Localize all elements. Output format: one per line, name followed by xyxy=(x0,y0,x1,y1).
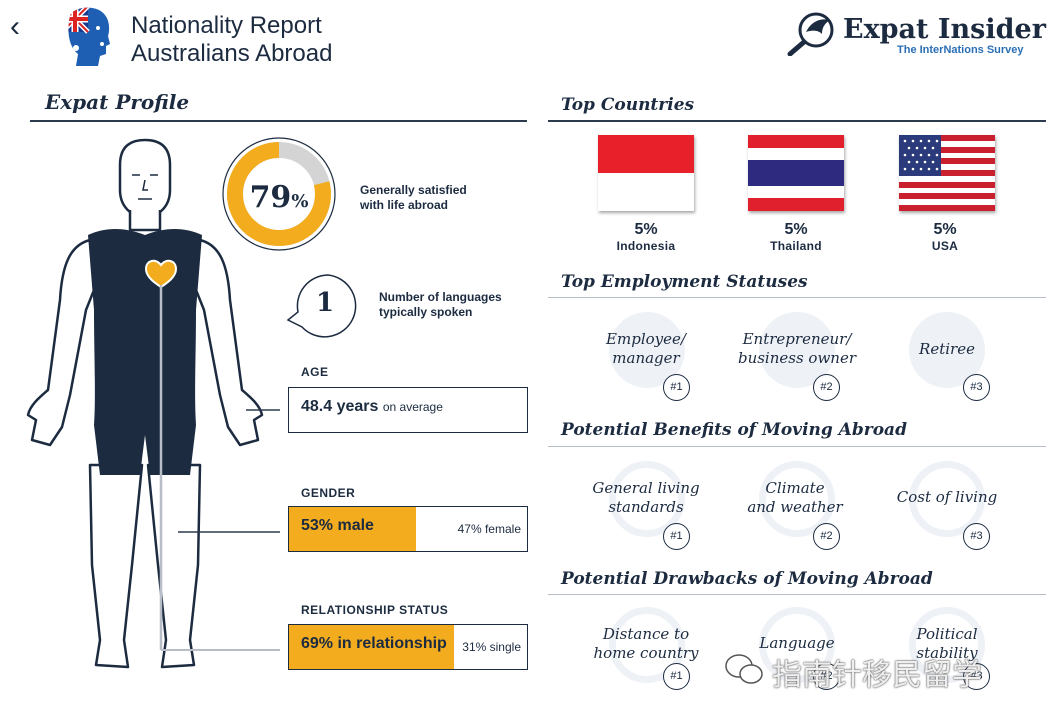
satisfaction-value: 79% xyxy=(246,180,312,215)
drawbacks-heading: Potential Drawbacks of Moving Abroad xyxy=(561,569,933,589)
relationship-main: 69% in relationship xyxy=(301,635,447,652)
benefits-item-2-line2: and weather xyxy=(747,498,843,516)
gender-bar: 53% male 47% female xyxy=(288,506,528,552)
drawbacks-ring-2 xyxy=(759,607,835,683)
satisfaction-donut-chart xyxy=(222,137,336,251)
australia-head-logo-icon xyxy=(68,7,111,66)
employment-heading: Top Employment Statuses xyxy=(561,272,808,292)
country-name-3: USA xyxy=(931,239,959,253)
employment-item-2-line1: Entrepreneur/ xyxy=(742,330,852,348)
drawbacks-item-3: Political stability xyxy=(857,625,1037,663)
drawbacks-item-2-line1: Language xyxy=(759,634,835,652)
gender-main: 53% male xyxy=(301,517,374,534)
relationship-bar-fill xyxy=(289,625,454,669)
benefits-item-1: General living standards xyxy=(556,479,736,517)
employment-rank-3: #3 xyxy=(963,374,990,401)
gender-bar-fill xyxy=(289,507,416,551)
report-title-line1: Nationality Report xyxy=(131,12,322,39)
benefits-ring-2 xyxy=(759,461,835,537)
benefits-rule xyxy=(548,446,1046,447)
employment-rule xyxy=(548,297,1046,298)
languages-caption-line2: typically spoken xyxy=(379,305,473,319)
country-name-1: Indonesia xyxy=(616,239,676,253)
satisfaction-caption-line1: Generally satisfied xyxy=(360,183,467,197)
age-value-wrap: 48.4 years on average xyxy=(301,398,443,416)
languages-value: 1 xyxy=(316,288,335,318)
benefits-item-1-line1: General living xyxy=(592,479,700,497)
flag-usa-icon xyxy=(899,135,995,211)
benefits-item-3: Cost of living xyxy=(857,488,1037,507)
age-box: 48.4 years on average xyxy=(288,387,528,433)
employment-rank-1: #1 xyxy=(663,374,690,401)
body-figure-icon xyxy=(26,138,280,669)
speech-bubble-icon xyxy=(286,274,357,338)
employment-item-2-line2: business owner xyxy=(737,349,857,367)
benefits-item-1-line2: standards xyxy=(608,498,684,516)
age-value: 48.4 years xyxy=(301,398,379,415)
benefits-item-2-line1: Climate xyxy=(765,479,825,497)
top-countries-rule xyxy=(548,120,1046,122)
drawbacks-item-1-line1: Distance to xyxy=(602,625,690,643)
drawbacks-item-2: Language xyxy=(707,634,887,653)
drawbacks-ring-1 xyxy=(609,607,685,683)
benefits-ring-1 xyxy=(609,461,685,537)
relationship-label: RELATIONSHIP STATUS xyxy=(301,603,449,617)
languages-caption-line1: Number of languages xyxy=(379,290,502,304)
drawbacks-item-3-line1: Political xyxy=(916,625,978,643)
drawbacks-item-1-line2: home country xyxy=(593,644,699,662)
brand-name: Expat Insider xyxy=(843,14,1046,45)
benefits-item-3-line1: Cost of living xyxy=(896,488,998,506)
drawbacks-ring-3 xyxy=(909,607,985,683)
benefits-heading: Potential Benefits of Moving Abroad xyxy=(561,420,907,440)
expat-profile-heading: Expat Profile xyxy=(45,90,190,114)
brand-subtitle: The InterNations Survey xyxy=(897,44,1024,56)
donut-outline xyxy=(222,137,336,251)
flag-thailand-icon xyxy=(748,135,844,211)
wechat-icon xyxy=(725,654,763,684)
employment-rank-2: #2 xyxy=(813,374,840,401)
drawbacks-rank-3: #3 xyxy=(963,663,990,690)
country-name-2: Thailand xyxy=(770,239,822,253)
relationship-bar: 69% in relationship 31% single xyxy=(288,624,528,670)
profile-heading-rule xyxy=(30,120,527,122)
satisfaction-caption: Generally satisfied with life abroad xyxy=(360,183,467,213)
flag-indonesia-icon xyxy=(598,135,694,211)
employment-item-1-line2: manager xyxy=(612,349,680,367)
employment-item-1: Employee/manager xyxy=(556,330,736,368)
employment-item-3-line1: Retiree xyxy=(919,340,975,358)
languages-caption: Number of languages typically spoken xyxy=(379,290,502,320)
gender-rest: 47% female xyxy=(457,522,521,536)
watermark-text: 指南针移民留学 xyxy=(772,658,982,693)
benefits-item-2: Climate and weather xyxy=(705,479,885,517)
age-suffix: on average xyxy=(382,400,443,414)
benefits-rank-1: #1 xyxy=(663,523,690,550)
country-pct-3: 5% xyxy=(933,221,957,238)
country-pct-1: 5% xyxy=(634,221,658,238)
magnifier-bird-logo-icon xyxy=(787,12,834,56)
drawbacks-rank-1: #1 xyxy=(663,663,690,690)
drawbacks-item-3-line2: stability xyxy=(916,644,978,662)
drawbacks-rank-2: #2 xyxy=(813,663,840,690)
country-pct-2: 5% xyxy=(784,221,808,238)
gender-label: GENDER xyxy=(301,486,356,500)
benefits-rank-2: #2 xyxy=(813,523,840,550)
donut-value-arc xyxy=(227,142,331,246)
satisfaction-unit: % xyxy=(291,191,309,212)
top-countries-heading: Top Countries xyxy=(561,95,695,115)
employment-item-3: Retiree xyxy=(857,340,1037,359)
age-label: AGE xyxy=(301,365,329,379)
drawbacks-item-1: Distance to home country xyxy=(556,625,736,663)
benefits-rank-3: #3 xyxy=(963,523,990,550)
satisfaction-caption-line2: with life abroad xyxy=(360,198,449,212)
back-chevron-icon[interactable]: ‹ xyxy=(10,10,20,43)
benefits-ring-3 xyxy=(909,461,985,537)
relationship-rest: 31% single xyxy=(462,640,521,654)
satisfaction-number: 79 xyxy=(249,180,292,215)
drawbacks-rule xyxy=(548,594,1046,595)
employment-item-2: Entrepreneur/business owner xyxy=(707,330,887,368)
employment-item-1-line1: Employee/ xyxy=(606,330,686,348)
report-title-line2: Australians Abroad xyxy=(131,40,333,67)
